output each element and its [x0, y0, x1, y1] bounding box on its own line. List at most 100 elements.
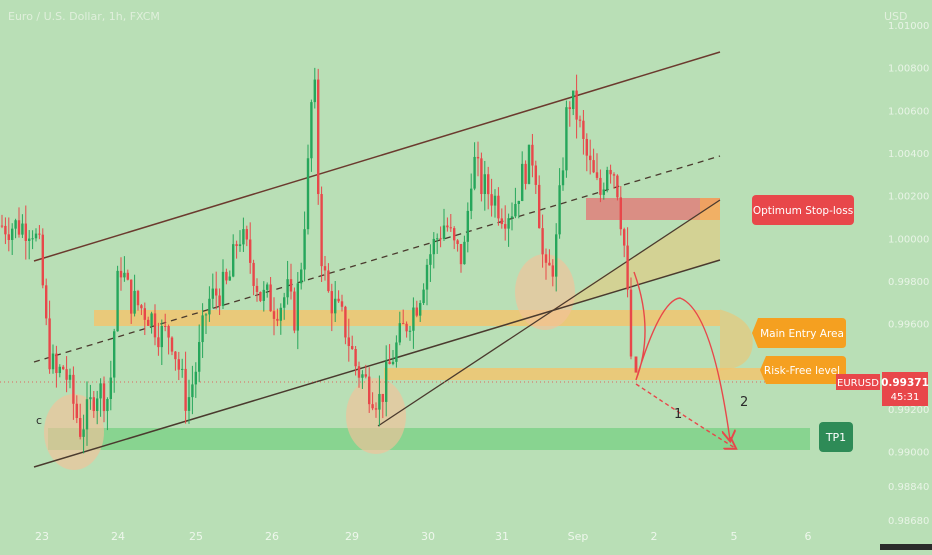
- candle-body: [96, 398, 99, 412]
- symbol-header[interactable]: Euro / U.S. Dollar, 1h, FXCM: [8, 10, 160, 23]
- candle-body: [626, 245, 629, 290]
- candle-body: [538, 184, 541, 229]
- channel-mid-line[interactable]: [33, 155, 721, 363]
- candle-body: [150, 313, 153, 326]
- axis-scrollbar[interactable]: [880, 544, 932, 550]
- candle-body: [65, 369, 68, 380]
- candle-body: [160, 325, 163, 348]
- candle-body: [317, 79, 320, 195]
- candle-body: [58, 366, 61, 374]
- price-tick: 1.00000: [888, 234, 929, 245]
- candle-body: [534, 165, 537, 185]
- candle-body: [476, 156, 480, 159]
- candle-body: [106, 398, 109, 412]
- candle-body: [521, 163, 524, 201]
- candle-body: [136, 290, 140, 306]
- candle-body: [374, 408, 378, 410]
- price-tick: 1.01000: [888, 21, 929, 32]
- time-tick: 24: [111, 530, 125, 543]
- candle-body: [99, 383, 102, 399]
- candle-body: [286, 279, 289, 298]
- candle-body: [218, 295, 221, 307]
- time-tick: 6: [805, 530, 812, 543]
- candle-body: [79, 418, 82, 437]
- candle-body: [340, 301, 344, 307]
- tp1-callout[interactable]: TP1: [819, 422, 853, 452]
- candle-body: [439, 238, 442, 240]
- candle-body: [388, 361, 391, 365]
- candle-body: [48, 318, 51, 370]
- candle-body: [385, 361, 388, 402]
- candle-body: [320, 194, 323, 267]
- candle-body: [119, 270, 123, 278]
- stop-loss-callout[interactable]: Optimum Stop-loss: [752, 195, 854, 225]
- trend-lines: [0, 51, 880, 468]
- candle-body: [449, 227, 452, 229]
- candle-body: [602, 189, 605, 195]
- candle-body: [238, 244, 242, 247]
- candle-body: [170, 337, 174, 352]
- candle-body: [204, 314, 208, 316]
- candle-body: [599, 177, 602, 195]
- candle-body: [0, 225, 4, 227]
- candle-body: [177, 359, 180, 370]
- candle-body: [313, 79, 316, 103]
- candle-body: [634, 356, 638, 373]
- tp1-zone: [48, 428, 810, 450]
- candle-body: [609, 169, 612, 175]
- candle-body: [466, 210, 469, 242]
- candle-body: [531, 144, 534, 166]
- candle-body: [585, 138, 588, 156]
- price-tick: 1.00200: [888, 192, 929, 203]
- candle-body: [500, 218, 503, 225]
- candle-body: [283, 297, 286, 308]
- price-tag-bg: [882, 372, 928, 406]
- risk-free-callout[interactable]: Risk-Free level: [760, 356, 846, 384]
- candle-body: [306, 158, 310, 230]
- candle-body: [279, 307, 282, 321]
- wedge-line[interactable]: [377, 199, 721, 427]
- candle-body: [378, 393, 381, 410]
- time-axis[interactable]: 23 24 25 26 29 30 31 Sep 2 5 6: [35, 530, 812, 543]
- candle-body: [303, 229, 306, 270]
- main-entry-callout[interactable]: Main Entry Area: [752, 318, 846, 348]
- time-tick: 25: [189, 530, 203, 543]
- candle-body: [551, 265, 554, 277]
- candle-body: [215, 288, 218, 296]
- time-tick: 5: [731, 530, 738, 543]
- candle-body: [184, 368, 187, 411]
- risk-free-zone: [384, 368, 844, 380]
- candle-body: [17, 220, 21, 235]
- candle-body: [75, 403, 78, 419]
- candle-body: [459, 243, 463, 265]
- candle-body: [113, 331, 116, 378]
- price-axis[interactable]: 1.01000 1.00800 1.00600 1.00400 1.00200 1.000…: [888, 21, 929, 527]
- candle-body: [347, 337, 350, 347]
- channel-lower-line[interactable]: [33, 259, 721, 468]
- candle-body: [425, 264, 429, 290]
- candle-body: [153, 313, 157, 338]
- candle-body: [422, 289, 425, 304]
- candle-body: [201, 315, 204, 343]
- candle-body: [82, 429, 85, 437]
- candle-body: [116, 270, 119, 332]
- candle-body: [616, 175, 619, 198]
- main-entry-label: Main Entry Area: [760, 328, 844, 340]
- candle-body: [38, 233, 41, 235]
- price-tick: 0.99000: [888, 448, 929, 459]
- symbol-tag: EURUSD: [837, 378, 879, 389]
- wave-label-2: 2: [740, 395, 748, 410]
- risk-free-label: Risk-Free level: [764, 365, 840, 377]
- channel-upper-line[interactable]: [33, 51, 721, 262]
- candle-body: [470, 188, 473, 211]
- time-tick: 29: [345, 530, 359, 543]
- price-tick: 0.98680: [888, 516, 929, 527]
- candle-body: [126, 272, 129, 280]
- time-tick: Sep: [568, 530, 589, 543]
- candle-body: [41, 234, 44, 286]
- candle-body: [34, 233, 38, 239]
- candle-body: [300, 269, 303, 284]
- candle-body: [493, 195, 497, 206]
- candle-body: [582, 120, 585, 139]
